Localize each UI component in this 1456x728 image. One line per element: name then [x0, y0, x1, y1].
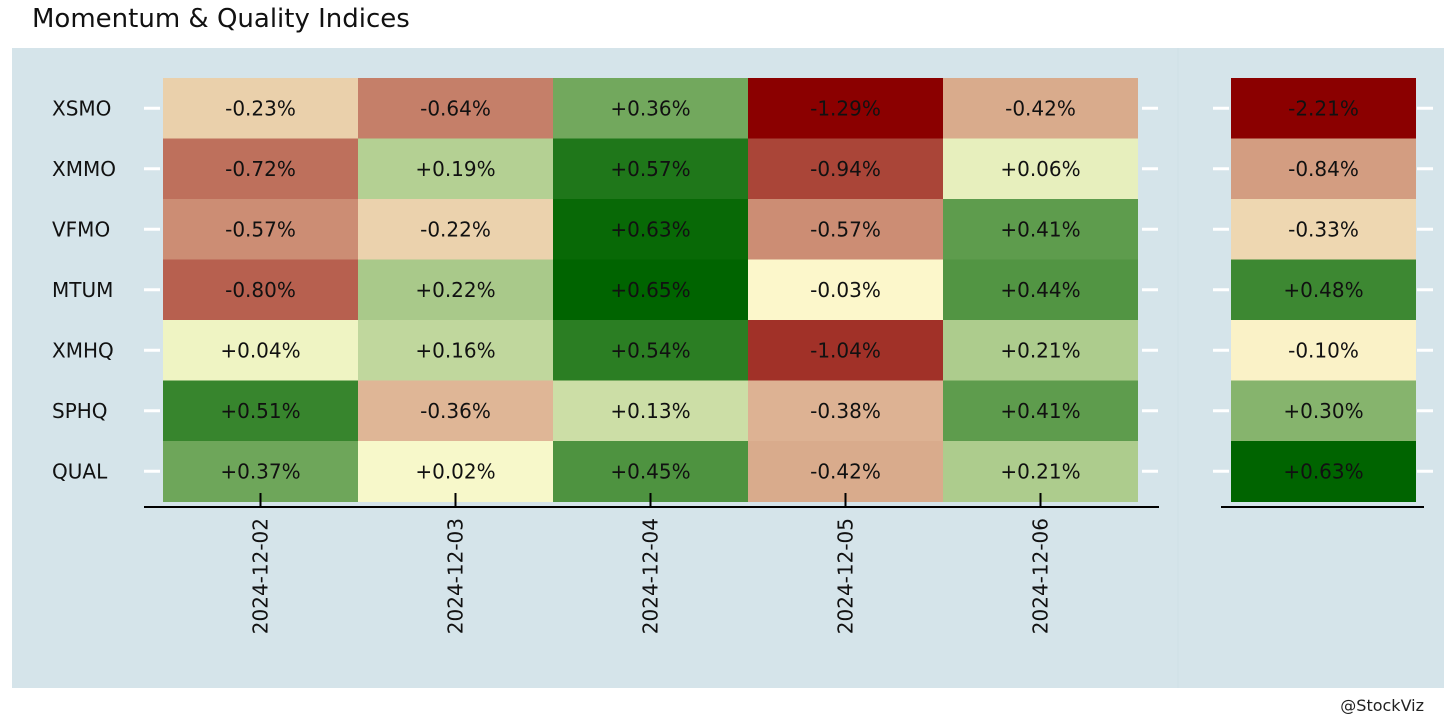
cumulative-cell-label: -0.33%	[1288, 217, 1359, 241]
cell-label: +0.57%	[610, 157, 690, 181]
heatmap-cell	[748, 138, 943, 200]
cell-label: +0.45%	[610, 459, 690, 483]
x-tick-label: 2024-12-06	[1029, 518, 1053, 634]
cell-label: +0.22%	[415, 278, 495, 302]
cell-label: -0.57%	[225, 217, 296, 241]
x-tick-label: 2024-12-05	[834, 518, 858, 634]
heatmap-cell	[553, 138, 748, 200]
row-label: XMMO	[52, 157, 116, 181]
cumulative-cell-label: -0.10%	[1288, 338, 1359, 362]
cell-label: +0.21%	[1000, 459, 1080, 483]
cell-label: -0.57%	[810, 217, 881, 241]
chart-title: Momentum & Quality Indices	[32, 4, 410, 34]
cell-label: +0.41%	[1000, 399, 1080, 423]
heatmap-cell	[748, 441, 943, 502]
cell-label: -0.42%	[810, 459, 881, 483]
cell-label: +0.19%	[415, 157, 495, 181]
heatmap-cell	[163, 441, 358, 502]
heatmap-cell	[358, 199, 553, 260]
heatmap-cell	[358, 320, 553, 381]
heatmap-cell	[358, 441, 553, 502]
heatmap-cell	[358, 138, 553, 200]
heatmap-cell	[163, 320, 358, 381]
heatmap-cell	[163, 380, 358, 442]
heatmap-cell	[358, 78, 553, 139]
cell-label: -0.22%	[420, 217, 491, 241]
heatmap-cell	[163, 138, 358, 200]
cumulative-cell-label: -2.21%	[1288, 96, 1359, 120]
cell-label: +0.16%	[415, 338, 495, 362]
heatmap-cell	[553, 78, 748, 139]
heatmap-cell	[553, 199, 748, 260]
heatmap-cell	[748, 259, 943, 321]
cell-label: -1.04%	[810, 338, 881, 362]
heatmap-cell	[553, 441, 748, 502]
heatmap-cell	[748, 320, 943, 381]
cumulative-cell	[1231, 259, 1416, 321]
cell-label: +0.51%	[220, 399, 300, 423]
heatmap-cell	[163, 78, 358, 139]
row-label: XMHQ	[52, 338, 114, 362]
cell-label: +0.41%	[1000, 217, 1080, 241]
cell-label: +0.04%	[220, 338, 300, 362]
row-label: SPHQ	[52, 399, 108, 423]
heatmap-cell	[358, 380, 553, 442]
cell-label: +0.13%	[610, 399, 690, 423]
heatmap-cell	[748, 78, 943, 139]
heatmap-cell	[163, 199, 358, 260]
heatmap-cell	[943, 259, 1138, 321]
cell-label: +0.02%	[415, 459, 495, 483]
row-label: MTUM	[52, 278, 113, 302]
cell-label: -0.94%	[810, 157, 881, 181]
row-label: QUAL	[52, 459, 108, 483]
heatmap-cell	[943, 199, 1138, 260]
cell-label: -0.23%	[225, 96, 296, 120]
cell-label: +0.06%	[1000, 157, 1080, 181]
cell-label: -0.72%	[225, 157, 296, 181]
x-tick-label: 2024-12-04	[639, 518, 663, 634]
cumulative-cell-label: -0.84%	[1288, 157, 1359, 181]
cumulative-cell	[1231, 199, 1416, 260]
cumulative-cell-label: +0.48%	[1283, 278, 1363, 302]
cell-label: -0.64%	[420, 96, 491, 120]
cell-label: -1.29%	[810, 96, 881, 120]
cell-label: +0.44%	[1000, 278, 1080, 302]
cell-label: -0.42%	[1005, 96, 1076, 120]
cell-label: +0.37%	[220, 459, 300, 483]
cell-label: +0.21%	[1000, 338, 1080, 362]
cell-label: -0.03%	[810, 278, 881, 302]
cumulative-cell	[1231, 320, 1416, 381]
cell-label: -0.38%	[810, 399, 881, 423]
heatmap-cell	[943, 138, 1138, 200]
x-tick-label: 2024-12-03	[444, 518, 468, 634]
heatmap-cell	[943, 441, 1138, 502]
heatmap-cell	[163, 259, 358, 321]
cumulative-cell	[1231, 380, 1416, 442]
cell-label: -0.36%	[420, 399, 491, 423]
cell-label: +0.65%	[610, 278, 690, 302]
x-tick-label: 2024-12-02	[249, 518, 273, 634]
cell-label: -0.80%	[225, 278, 296, 302]
heatmap-cell	[553, 380, 748, 442]
heatmap-cell	[553, 320, 748, 381]
row-label: XSMO	[52, 96, 111, 120]
cumulative-cell	[1231, 138, 1416, 200]
heatmap-cell	[943, 380, 1138, 442]
heatmap-cell	[748, 380, 943, 442]
cumulative-cell	[1231, 441, 1416, 502]
row-label: VFMO	[52, 217, 110, 241]
watermark: @StockViz	[1340, 696, 1424, 715]
heatmap-cell	[943, 78, 1138, 139]
heatmap-cell	[943, 320, 1138, 381]
heatmap-cell	[358, 259, 553, 321]
cumulative-cell	[1231, 78, 1416, 139]
cumulative-cell-label: +0.30%	[1283, 399, 1363, 423]
cell-label: +0.63%	[610, 217, 690, 241]
cell-label: +0.36%	[610, 96, 690, 120]
heatmap-cell	[553, 259, 748, 321]
cell-label: +0.54%	[610, 338, 690, 362]
cumulative-cell-label: +0.63%	[1283, 459, 1363, 483]
heatmap-cell	[748, 199, 943, 260]
